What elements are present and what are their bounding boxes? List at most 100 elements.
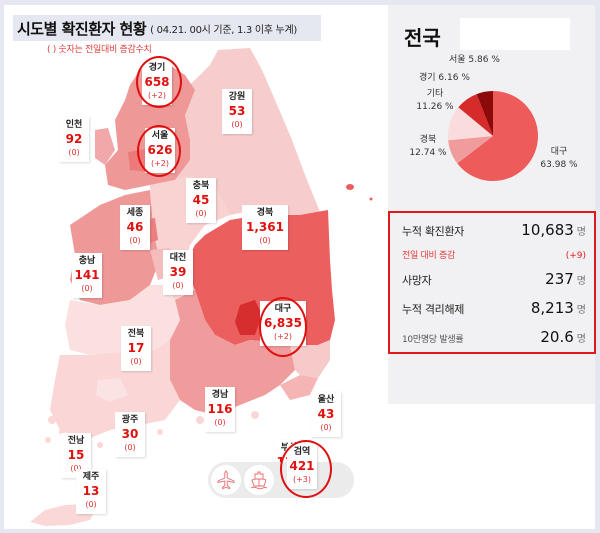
highlight-circle-quarantine [280, 440, 332, 498]
region-name: 강원 [228, 92, 246, 102]
region-value: 15 [67, 448, 85, 462]
region-label-gyeongnam[interactable]: 경남 116 (0) [205, 387, 235, 432]
pie-label-daegu-name: 대구 [550, 147, 568, 157]
highlight-circle-seoul [137, 125, 181, 177]
region-name: 충남 [78, 256, 96, 266]
region-name: 인천 [65, 120, 83, 130]
region-change: (0) [320, 423, 332, 432]
region-change: (0) [129, 236, 141, 245]
region-change: (0) [195, 209, 207, 218]
page-subtitle: ( 04.21. 00시 기준, 1.3 이후 누계) [150, 24, 297, 36]
pie-label-daegu: 대구 63.98 % [537, 146, 581, 172]
region-value: 30 [121, 427, 139, 441]
region-name: 전북 [127, 329, 145, 339]
stat-row-rate: 10만명당 발생률 20.6 명 [402, 328, 586, 346]
region-name: 제주 [82, 472, 100, 482]
region-value: 17 [127, 341, 145, 355]
region-name: 울산 [317, 395, 335, 405]
region-name: 광주 [121, 415, 139, 425]
pie-slice-gyeonggi[interactable] [458, 94, 493, 136]
region-value: 39 [169, 265, 187, 279]
region-label-chungbuk[interactable]: 충북 45 (0) [186, 178, 216, 223]
unit-label: 명 [576, 334, 586, 345]
change-note: ( ) 숫자는 전일대비 증감수치 [47, 45, 152, 55]
stat-row-change: 전일 대비 증감 (+9) [402, 248, 586, 261]
pie-label-daegu-pct: 63.98 % [540, 160, 578, 170]
unit-label: 명 [576, 227, 586, 238]
region-name: 대전 [169, 253, 187, 263]
stat-rate-label: 10만명당 발생률 [402, 335, 464, 345]
map-region-jeonbuk[interactable] [65, 285, 180, 355]
pie-slice-etc[interactable] [447, 107, 493, 141]
pie-label-gyeonggi: 경기 6.16 % [419, 73, 470, 83]
airplane-button[interactable] [211, 465, 241, 495]
stat-total-label: 누적 확진환자 [402, 225, 465, 238]
region-change: (0) [85, 500, 97, 509]
region-value: 13 [82, 484, 100, 498]
region-value: 46 [126, 220, 144, 234]
region-label-jeonbuk[interactable]: 전북 17 (0) [121, 326, 151, 371]
pie-label-seoul: 서울 5.86 % [449, 55, 500, 65]
stat-released-label: 누적 격리해제 [402, 303, 465, 316]
national-pie-chart [447, 91, 538, 181]
region-label-gwangju[interactable]: 광주 30 (0) [115, 412, 145, 457]
pie-label-etc: 기타 11.26 % [415, 88, 455, 114]
region-change: (0) [259, 236, 271, 245]
region-label-ulsan[interactable]: 울산 43 (0) [311, 392, 341, 437]
region-name: 충북 [192, 181, 210, 191]
region-label-gyeongbuk[interactable]: 경북 1,361 (0) [242, 205, 288, 250]
region-label-jeju[interactable]: 제주 13 (0) [76, 469, 106, 514]
pie-slice-gyeongbuk[interactable] [448, 136, 493, 164]
unit-label: 명 [576, 276, 586, 287]
national-blank-box [460, 18, 570, 50]
region-label-chungnam[interactable]: 충남 141 (0) [72, 253, 102, 298]
stat-row-deaths: 사망자 237 명 [402, 270, 586, 288]
stat-change-label: 전일 대비 증감 [402, 251, 456, 261]
airplane-icon [217, 470, 235, 490]
korea-map [30, 48, 373, 526]
national-title: 전국 [404, 26, 441, 50]
region-label-gangwon[interactable]: 강원 53 (0) [222, 89, 252, 134]
region-change: (0) [214, 418, 226, 427]
region-label-daejeon[interactable]: 대전 39 (0) [163, 250, 193, 295]
map-island-dokdo [369, 197, 373, 201]
page-title-box: 시도별 확진환자 현황 ( 04.21. 00시 기준, 1.3 이후 누계) [13, 15, 321, 41]
map-region-gwangju[interactable] [96, 378, 128, 402]
page-title: 시도별 확진환자 현황 [17, 19, 147, 38]
highlight-circle-gyeonggi [136, 56, 182, 108]
pie-label-gyeongbuk-name: 경북 [419, 135, 437, 145]
map-region-incheon[interactable] [95, 128, 115, 165]
stat-row-total: 누적 확진환자 10,683 명 [402, 221, 586, 239]
unit-label: 명 [576, 305, 586, 316]
stat-deaths-label: 사망자 [402, 274, 432, 287]
region-label-incheon[interactable]: 인천 92 (0) [59, 117, 89, 162]
pie-label-gyeongbuk: 경북 12.74 % [408, 134, 448, 160]
stat-row-released: 누적 격리해제 8,213 명 [402, 299, 586, 317]
region-value: 116 [207, 402, 233, 416]
pie-label-gyeongbuk-pct: 12.74 % [409, 148, 447, 158]
map-region-gyeongnam[interactable] [170, 290, 295, 415]
stat-released-value: 8,213 [530, 299, 574, 317]
region-value: 53 [228, 104, 246, 118]
map-region-ulsan[interactable] [290, 340, 330, 378]
map-island-ulleung [346, 184, 354, 190]
region-label-sejong[interactable]: 세종 46 (0) [120, 205, 150, 250]
pie-slice-seoul[interactable] [476, 91, 493, 136]
region-change: (0) [231, 120, 243, 129]
region-name: 세종 [126, 208, 144, 218]
pie-slice-daegu[interactable] [457, 91, 538, 181]
pie-label-etc-pct: 11.26 % [416, 102, 454, 112]
stat-deaths-value: 237 [545, 270, 574, 288]
region-change: (0) [61, 463, 91, 475]
stat-total-value: 10,683 [521, 221, 574, 239]
pie-label-etc-name: 기타 [426, 89, 444, 99]
region-value: 45 [192, 193, 210, 207]
ship-button[interactable] [244, 465, 274, 495]
region-name: 경남 [211, 390, 229, 400]
stat-rate-value: 20.6 [540, 328, 574, 346]
map-region-daegu[interactable] [235, 300, 262, 335]
region-change: (0) [81, 284, 93, 293]
region-change: (0) [172, 281, 184, 290]
national-stats-box: 누적 확진환자 10,683 명 전일 대비 증감 (+9) 사망자 237 명 누… [388, 211, 596, 354]
map-region-busan[interactable] [280, 375, 318, 400]
